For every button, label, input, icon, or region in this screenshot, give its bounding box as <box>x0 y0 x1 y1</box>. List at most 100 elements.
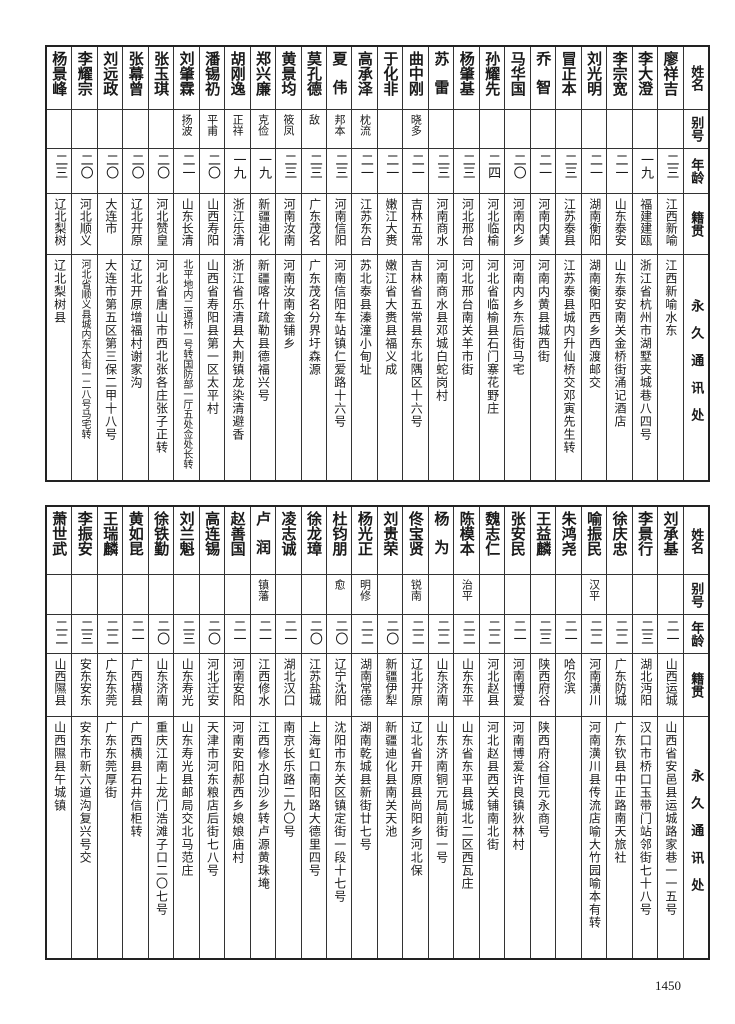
cell-name-text: 徐铁勤 <box>152 511 171 556</box>
cell-native-text: 山东泰安 <box>613 198 628 246</box>
person-column: 高连锡 二〇 河北迁安 天津市河东粮店后街七八号 <box>198 507 225 958</box>
cell-address-text: 山东寿光县邮局交北马范庄 <box>179 721 194 877</box>
cell-native-text: 河北迁安 <box>205 658 220 706</box>
cell-native-text: 嫩江大赉 <box>384 198 399 246</box>
person-column: 佟宝贤 锐南 二二 辽北开原 辽北省开原县尚阳乡河北保 <box>402 507 428 958</box>
cell-address: 河北邢台南关羊市街 <box>454 255 478 480</box>
person-column: 潘锡礽 平甫 二〇 山西寿阳 山西省寿阳县第一区太平村 <box>198 47 225 480</box>
cell-address: 广东钦县中正路南天旅社 <box>607 717 631 958</box>
cell-age-text: 二〇 <box>77 153 93 179</box>
cell-name: 杨景峰 <box>46 47 72 110</box>
cell-age: 二〇 <box>301 615 326 654</box>
header-name: 姓名 <box>683 47 708 110</box>
cell-age-text: 二三 <box>637 619 653 645</box>
cell-native-text: 河南内乡 <box>511 198 526 246</box>
cell-age: 二一 <box>530 149 556 194</box>
cell-age-text: 二〇 <box>154 153 170 179</box>
cell-address-text: 河南信阳车站镇仁爱路十六号 <box>332 259 347 428</box>
cell-address-text: 辽北开原增福村谢家沟 <box>129 259 144 389</box>
cell-native-text: 山西隰县 <box>52 658 67 706</box>
person-column: 孙耀先 二四 河北临榆 河北省临榆县石门寨花野庄 <box>478 47 505 480</box>
cell-age-text: 二一 <box>561 619 577 645</box>
header-age-text: 年龄 <box>688 621 704 647</box>
person-column: 刘承基 二一 山西运城 山西省安邑县运城路家巷一一五号 <box>657 507 683 958</box>
cell-name-text: 佟宝贤 <box>406 511 425 556</box>
person-column: 莫孔德敌二三 广东茂名 广东茂名分界圩森源 <box>300 47 326 480</box>
cell-age: 二一 <box>250 615 276 654</box>
cell-name-text: 廖祥吉 <box>661 51 680 96</box>
cell-address: 河南安阳郝西乡娘娘庙村 <box>225 717 249 958</box>
cell-alias <box>530 110 556 149</box>
cell-alias-text: 正祥 <box>231 114 245 136</box>
cell-age-text: 二一 <box>128 619 144 645</box>
cell-address-text: 山西省寿阳县第一区太平村 <box>205 259 220 415</box>
cell-native: 哈尔滨 <box>556 654 581 717</box>
cell-native: 山西寿阳 <box>199 194 225 255</box>
cell-alias-text: 愈 <box>332 579 346 590</box>
cell-name: 张玉琪 <box>148 47 174 110</box>
cell-age-text: 二一 <box>230 619 246 645</box>
cell-native: 新疆伊犁 <box>377 654 403 717</box>
cell-address-text: 河南博爱许良镇狄林村 <box>511 721 526 851</box>
cell-address: 江西修水白沙乡转卢源黄珠埯 <box>251 717 275 958</box>
cell-native-text: 山东长清 <box>180 198 195 246</box>
cell-name: 曲中刚 <box>403 47 428 110</box>
cell-alias <box>505 110 530 149</box>
cell-name: 苏雷 <box>428 47 454 110</box>
person-column: 刘远政 二〇 大连市 大连市第五区第三保二甲十八号 <box>96 47 123 480</box>
cell-alias: 治平 <box>454 575 479 615</box>
cell-native-text: 河南信阳 <box>333 198 348 246</box>
cell-alias <box>454 110 479 149</box>
cell-native-text: 湖南常德 <box>358 658 373 706</box>
cell-address: 河南博爱许良镇狄林村 <box>505 717 529 958</box>
cell-age: 二一 <box>377 149 403 194</box>
cell-age-text: 二二 <box>485 619 501 645</box>
cell-address-text: 山东泰安南关金桥街涌记酒店 <box>612 259 627 428</box>
cell-name-text: 王益麟 <box>534 511 553 556</box>
cell-age-text: 一九 <box>230 153 246 179</box>
cell-address: 南京长乐路二九〇号 <box>276 717 300 958</box>
cell-name-text: 曲中刚 <box>406 51 425 96</box>
cell-address-text: 河南安阳郝西乡娘娘庙村 <box>230 721 245 864</box>
cell-name: 佟宝贤 <box>403 507 428 575</box>
person-column: 王瑞麟 二二 广东东莞 广东东莞厚街 <box>96 507 123 958</box>
cell-native-text: 辽北梨树 <box>52 198 67 246</box>
cell-name-text: 赵善国 <box>228 511 247 556</box>
cell-name-text: 李振安 <box>75 511 94 556</box>
cell-name-text: 张安民 <box>508 511 527 556</box>
cell-native: 辽北开原 <box>123 194 148 255</box>
cell-native-text: 广东防城 <box>613 658 628 706</box>
cell-native-text: 山西寿阳 <box>205 198 220 246</box>
cell-name-text: 杨光正 <box>355 511 374 556</box>
cell-alias <box>72 575 97 615</box>
cell-alias <box>607 110 632 149</box>
cell-alias <box>46 110 72 149</box>
cell-native: 河南安阳 <box>225 654 250 717</box>
cell-age-text: 二三 <box>306 153 322 179</box>
cell-age: 二三 <box>454 149 479 194</box>
cell-address-text: 河南内黄县城西街 <box>536 259 551 363</box>
cell-age: 二一 <box>505 615 530 654</box>
cell-alias <box>225 575 250 615</box>
cell-address-text: 辽北省开原县尚阳乡河北保 <box>409 721 424 877</box>
cell-age: 二一 <box>607 149 632 194</box>
cell-address-text: 山东省东平县城北二区西瓦庄 <box>460 721 475 890</box>
cell-alias <box>174 575 199 615</box>
cell-address: 河南内黄县城西街 <box>531 255 555 480</box>
person-column: 刘兰魁 二三 山东寿光 山东寿光县邮局交北马范庄 <box>173 507 199 958</box>
cell-name-text: 刘贵荣 <box>381 511 400 556</box>
cell-name-text: 张幕曾 <box>126 51 145 96</box>
person-column: 杨光正 明修 二二 湖南常德 湖南乾城县新街廿七号 <box>351 507 377 958</box>
cell-address-text: 山西省安邑县运城路家巷一一五号 <box>663 721 678 916</box>
cell-age-text: 二三 <box>179 619 195 645</box>
cell-name: 廖祥吉 <box>658 47 683 110</box>
cell-age-text: 二三 <box>281 153 297 179</box>
cell-alias: 平甫 <box>199 110 225 149</box>
person-column: 张玉琪 二〇 河北赞皇 河北省唐山市西北张各庄张子正转 <box>147 47 174 480</box>
cell-name: 徐铁勤 <box>148 507 174 575</box>
cell-native-text: 山东济南 <box>434 658 449 706</box>
cell-name: 凌志诚 <box>276 507 301 575</box>
cell-native: 河南商水 <box>428 194 454 255</box>
cell-age: 二一 <box>123 615 148 654</box>
cell-name-text: 于化非 <box>381 51 400 96</box>
